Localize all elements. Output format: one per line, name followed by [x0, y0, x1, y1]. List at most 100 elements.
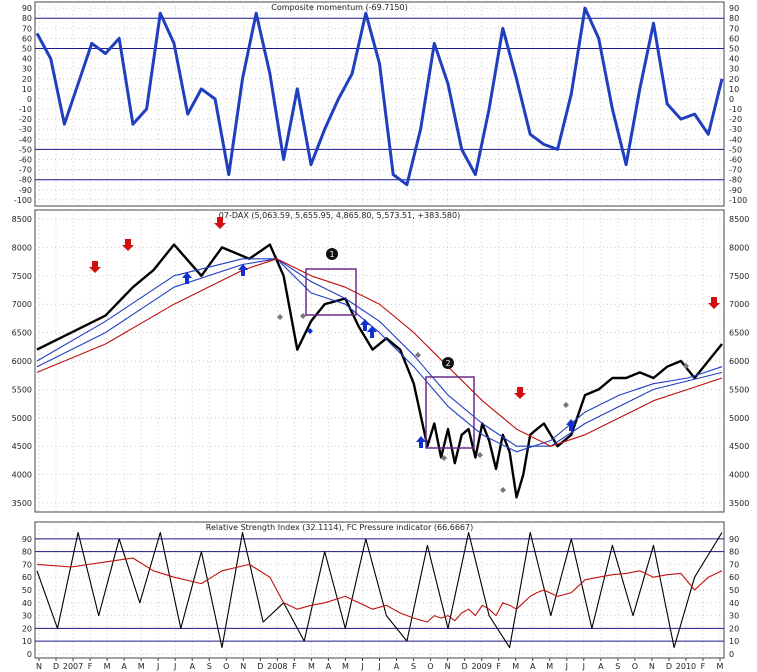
annotation-marker-2: [442, 357, 454, 369]
y-tick-label-right: 50: [729, 44, 739, 53]
y-tick-label-right: 40: [729, 55, 739, 64]
series-line-2-2: [36, 258, 723, 453]
y-tick-label-right: 20: [729, 624, 739, 633]
signal-diamond-icon: [300, 313, 306, 319]
y-tick-label-right: 30: [729, 612, 739, 621]
x-tick-label: 2008: [267, 662, 287, 671]
x-tick-label: D: [666, 662, 672, 671]
x-tick-label: S: [615, 662, 620, 671]
y-tick-label-left: 6000: [12, 357, 32, 366]
x-tick-label: S: [207, 662, 212, 671]
y-tick-label-left: 30: [22, 65, 32, 74]
y-tick-label-right: 0: [729, 95, 734, 104]
y-tick-label-left: 4500: [12, 442, 32, 451]
y-tick-label-right: 7000: [729, 300, 749, 309]
x-tick-label: J: [173, 662, 176, 671]
buy-arrow-icon: [238, 264, 248, 276]
y-tick-label-left: 10: [22, 637, 32, 646]
y-tick-label-left: 20: [22, 75, 32, 84]
x-tick-label: A: [121, 662, 127, 671]
x-tick-label: A: [530, 662, 536, 671]
series-line-2-3: [36, 258, 723, 447]
y-tick-label-right: 8000: [729, 243, 749, 252]
y-tick-label-left: -100: [14, 196, 32, 205]
x-tick-label: M: [512, 662, 519, 671]
y-tick-label-right: -80: [729, 176, 742, 185]
x-tick-label: 2010: [676, 662, 696, 671]
y-tick-label-left: 50: [22, 586, 32, 595]
y-tick-label-right: 90: [729, 4, 739, 13]
y-tick-label-right: 6000: [729, 357, 749, 366]
x-tick-label: M: [138, 662, 145, 671]
x-tick-label: F: [701, 662, 706, 671]
y-tick-label-left: 50: [22, 44, 32, 53]
sell-arrow-icon: [214, 217, 226, 229]
annotation-label-1: 1: [329, 250, 334, 259]
y-tick-label-left: 4000: [12, 471, 32, 480]
y-tick-label-right: 90: [729, 535, 739, 544]
buy-arrow-icon: [416, 436, 426, 448]
x-tick-label: N: [445, 662, 451, 671]
y-tick-label-left: 10: [22, 85, 32, 94]
signal-diamond-icon: [683, 363, 689, 369]
annotation-marker-1: [326, 248, 338, 260]
y-tick-label-left: 30: [22, 612, 32, 621]
signal-diamond-icon: [441, 455, 447, 461]
y-tick-label-right: 50: [729, 586, 739, 595]
x-tick-label: O: [427, 662, 433, 671]
y-tick-label-right: 5500: [729, 385, 749, 394]
y-tick-label-left: 3500: [12, 499, 32, 508]
sell-arrow-icon: [514, 387, 526, 399]
series-line-2-1: [36, 243, 723, 499]
y-tick-label-right: 70: [729, 24, 739, 33]
y-tick-label-left: -90: [19, 186, 32, 195]
y-tick-label-left: -70: [19, 166, 32, 175]
panel-frame-1: [34, 1, 725, 207]
y-tick-label-left: 80: [22, 548, 32, 557]
x-tick-label: J: [582, 662, 585, 671]
y-tick-label-right: -70: [729, 166, 742, 175]
x-tick-label: M: [308, 662, 315, 671]
annotation-box-2: [425, 376, 475, 449]
y-tick-label-left: -80: [19, 176, 32, 185]
x-tick-label: A: [598, 662, 604, 671]
y-tick-label-left: 40: [22, 599, 32, 608]
x-tick-label: O: [223, 662, 229, 671]
buy-arrow-icon: [367, 326, 377, 338]
x-tick-label: 2007: [63, 662, 83, 671]
x-tick-label: S: [411, 662, 416, 671]
x-tick-label: 2009: [471, 662, 491, 671]
x-tick-label: J: [156, 662, 159, 671]
y-tick-label-right: 10: [729, 85, 739, 94]
y-tick-label-right: 20: [729, 75, 739, 84]
y-tick-label-right: 10: [729, 637, 739, 646]
sell-arrow-icon: [89, 261, 101, 273]
x-tick-label: M: [104, 662, 111, 671]
x-tick-label: M: [717, 662, 724, 671]
y-tick-label-right: -60: [729, 156, 742, 165]
x-tick-label: O: [632, 662, 638, 671]
x-tick-label: N: [36, 662, 42, 671]
signal-diamond-icon: [563, 402, 569, 408]
x-tick-label: A: [394, 662, 400, 671]
y-tick-label-right: -30: [729, 125, 742, 134]
x-tick-label: M: [342, 662, 349, 671]
y-tick-label-left: 90: [22, 535, 32, 544]
y-tick-label-left: 60: [22, 573, 32, 582]
y-tick-label-left: -50: [19, 145, 32, 154]
x-tick-label: F: [88, 662, 93, 671]
x-tick-label: J: [360, 662, 363, 671]
x-tick-label: A: [189, 662, 195, 671]
y-tick-label-left: 40: [22, 55, 32, 64]
y-tick-label-right: -90: [729, 186, 742, 195]
y-tick-label-left: 80: [22, 14, 32, 23]
y-tick-label-left: 0: [27, 95, 32, 104]
signal-diamond-icon: [500, 487, 506, 493]
signal-diamond-icon: [277, 314, 283, 320]
y-tick-label-right: 4500: [729, 442, 749, 451]
y-tick-label-right: 6500: [729, 329, 749, 338]
y-tick-label-right: -50: [729, 145, 742, 154]
signal-diamond-icon: [477, 452, 483, 458]
y-tick-label-right: 4000: [729, 471, 749, 480]
